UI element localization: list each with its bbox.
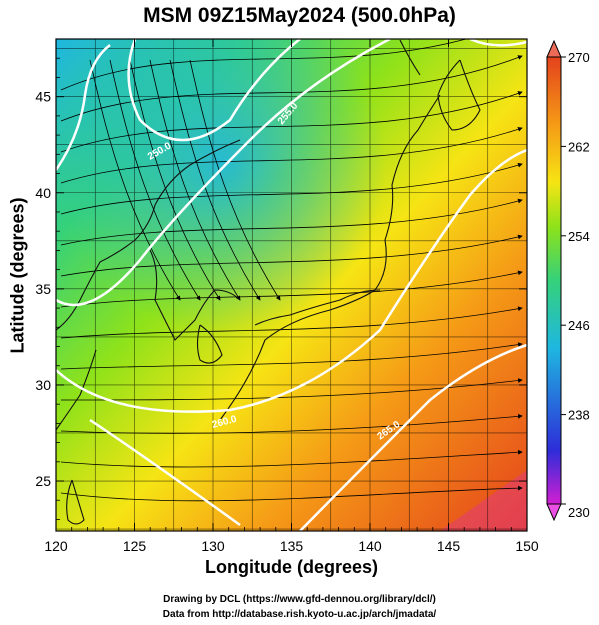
streamline xyxy=(60,126,523,184)
streamline xyxy=(169,59,261,301)
coastlines xyxy=(56,39,481,525)
x-tick-label: 130 xyxy=(201,538,225,554)
chart-title: MSM 09Z15May2024 (500.0hPa) xyxy=(143,4,456,27)
coastline-japan-east xyxy=(219,94,441,421)
y-tick-label: 25 xyxy=(35,473,51,489)
colorbar-min-arrow xyxy=(546,503,562,522)
isotherms xyxy=(56,39,527,531)
streamline xyxy=(60,449,523,468)
y-tick-label: 30 xyxy=(35,377,51,393)
coastline-china-north xyxy=(56,139,241,331)
colorbar-scale xyxy=(546,56,562,505)
streamline xyxy=(109,59,201,301)
coastline-kyushu xyxy=(196,324,223,364)
isotherm-255 xyxy=(56,39,391,307)
streamline xyxy=(60,198,523,246)
streamline xyxy=(60,91,523,153)
warm-core-shading xyxy=(440,470,527,531)
colorbar-tick-label: 262 xyxy=(568,139,590,154)
y-tick-label: 40 xyxy=(35,185,51,201)
streamline xyxy=(149,59,241,301)
colorbar-ticks: 270 262 254 246 238 230 xyxy=(561,50,590,520)
credit-data: Data from http://database.rish.kyoto-u.a… xyxy=(162,609,437,620)
colorbar-max-arrow xyxy=(546,39,562,58)
coastline-sakhalin xyxy=(399,39,421,76)
colorbar: 270 262 254 246 238 230 xyxy=(546,39,590,522)
streamline xyxy=(129,59,221,301)
credit-drawing: Drawing by DCL (https://www.gfd-dennou.o… xyxy=(163,594,436,605)
x-tick-label: 145 xyxy=(437,538,461,554)
plot-area: 250.0 255.0 260.0 265.0 xyxy=(56,39,527,531)
x-tick-label: 140 xyxy=(358,538,382,554)
x-axis-label: Longitude (degrees) xyxy=(204,557,378,577)
x-tick-label: 150 xyxy=(515,538,539,554)
wind-streamlines xyxy=(60,39,523,502)
colorbar-tick-label: 270 xyxy=(568,50,590,65)
coastline-hokkaido xyxy=(437,59,481,131)
colorbar-tick-label: 230 xyxy=(568,505,590,520)
streamline xyxy=(89,59,181,301)
streamline xyxy=(60,378,523,401)
colorbar-tick-label: 254 xyxy=(568,229,590,244)
colorbar-tick-label: 238 xyxy=(568,408,590,423)
streamline xyxy=(60,234,523,277)
isotherm-265 xyxy=(299,343,527,531)
isotherm-cold-loop xyxy=(127,39,301,142)
isotherm-northeast xyxy=(469,39,527,47)
streamline xyxy=(60,342,523,370)
streamline xyxy=(189,59,281,301)
colorbar-tick-label: 246 xyxy=(568,318,590,333)
y-tick-label: 35 xyxy=(35,281,51,297)
isotherm-250 xyxy=(56,44,111,171)
x-tick-label: 135 xyxy=(280,538,304,554)
x-tick-label: 120 xyxy=(44,538,68,554)
coastline-taiwan xyxy=(66,479,85,525)
streamline xyxy=(60,39,468,91)
coastline-korea xyxy=(149,249,241,341)
y-axis-ticks: 25 30 35 40 45 xyxy=(35,57,527,520)
streamline xyxy=(60,485,523,502)
streamline xyxy=(60,413,523,434)
isotherm-260-south xyxy=(89,418,241,527)
coastline-japan-south xyxy=(254,289,381,326)
x-tick-label: 125 xyxy=(123,538,147,554)
coastline-china-east xyxy=(56,349,97,431)
isotherm-260 xyxy=(56,148,527,413)
streamline xyxy=(60,55,523,122)
y-tick-label: 45 xyxy=(35,89,51,105)
x-axis-ticks: 120 125 130 135 140 145 150 xyxy=(44,39,539,554)
streamline xyxy=(60,162,523,215)
